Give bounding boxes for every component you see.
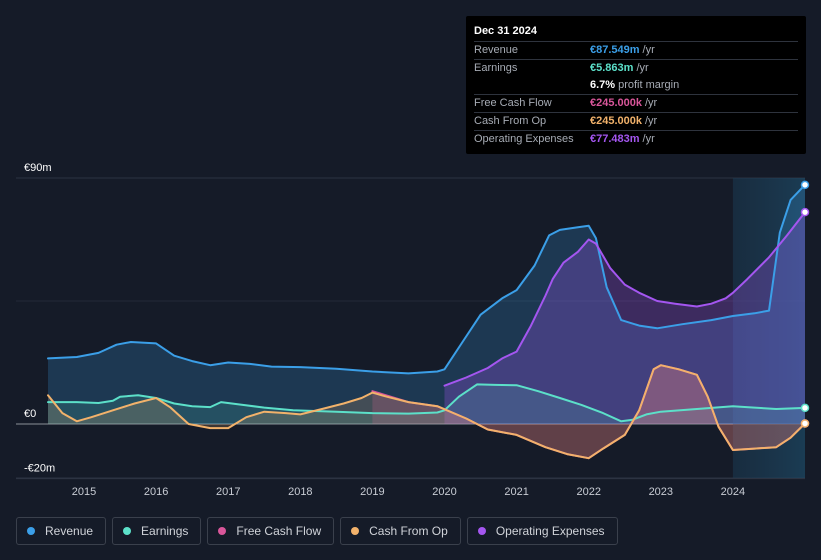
tooltip-row-label: Cash From Op [474,115,547,127]
financial-history-chart: €90m €0 -€20m 2015 2016 2017 2018 2019 2020 2021 2… [16,162,810,498]
legend-label: Revenue [45,524,94,538]
cash-from-op-area [48,365,805,459]
tooltip-row: Revenue €87.549m/yr [474,41,798,59]
tooltip-row-value: €5.863m [590,62,634,74]
earnings-line [47,383,806,423]
area-layer [48,184,805,459]
legend-item-operating-expenses[interactable]: Operating Expenses [466,517,618,545]
x-tick-label: 2019 [360,486,384,498]
free-cash-flow-area [372,365,805,459]
x-tick-label: 2016 [144,486,168,498]
legend-label: Cash From Op [369,524,448,538]
tooltip-row-unit: /yr [645,115,658,127]
tooltip-row-unit: /yr [642,133,655,145]
legend-dot-icon [218,527,227,535]
legend-dot-icon [351,527,360,535]
tooltip-date: Dec 31 2024 [474,25,537,37]
x-tick-label: 2021 [504,486,528,498]
legend-label: Operating Expenses [495,524,605,538]
operating-expenses-area [444,212,805,424]
legend-item-revenue[interactable]: Revenue [16,517,107,545]
legend-label: Earnings [141,524,189,538]
tooltip-row-unit: /yr [636,62,649,74]
legend-item-cash-from-op[interactable]: Cash From Op [340,517,461,545]
line-layer [47,183,806,460]
tooltip-row: Operating Expenses €77.483m/yr [474,130,798,148]
chart-legend: Revenue Earnings Free Cash Flow Cash From O… [16,517,624,545]
tooltip-row-unit: profit margin [618,79,680,91]
legend-dot-icon [477,527,486,535]
revenue-end-marker [800,180,810,190]
tooltip-row-unit: /yr [642,44,655,56]
y-tick-label: €90m [24,162,52,174]
x-tick-label: 2023 [649,486,673,498]
earnings-end-marker [800,403,810,413]
tooltip-row: Free Cash Flow €245.000k/yr [474,94,798,112]
tooltip-row-unit: /yr [645,97,658,109]
y-tick-label: -€20m [24,463,55,475]
x-tick-label: 2015 [72,486,96,498]
x-tick-label: 2017 [216,486,240,498]
legend-label: Free Cash Flow [236,524,322,538]
operating-expenses-line [443,211,806,387]
data-tooltip: Dec 31 2024 Revenue €87.549m/yr Earnings €5… [466,16,806,154]
legend-item-earnings[interactable]: Earnings [112,517,202,545]
tooltip-row-label: Earnings [474,62,518,74]
tooltip-row: Cash From Op €245.000k/yr [474,112,798,130]
x-tick-label: 2018 [288,486,312,498]
tooltip-row-value: €245.000k [590,97,642,109]
operating-expenses-end-marker [800,207,810,217]
tooltip-row: 6.7% profit margin [474,77,798,94]
tooltip-rows: Revenue €87.549m/yr Earnings €5.863m/yr 6.7%… [474,41,798,148]
tooltip-row-value: €77.483m [590,133,640,145]
tooltip-row-value: €245.000k [590,115,642,127]
earnings-area [48,384,805,424]
tooltip-row-value: €87.549m [590,44,640,56]
tooltip-row: Earnings €5.863m/yr [474,59,798,77]
grid-layer [16,177,805,480]
legend-item-free-cash-flow[interactable]: Free Cash Flow [207,517,335,545]
axis-layer: €90m €0 -€20m 2015 2016 2017 2018 2019 2020 2021 2… [24,162,745,498]
tooltip-row-label: Free Cash Flow [474,97,552,109]
tooltip-row-label: Revenue [474,44,519,56]
x-tick-label: 2020 [432,486,456,498]
cash-from-op-line [47,364,806,460]
y-tick-label: €0 [24,408,36,420]
revenue-line [47,183,806,375]
legend-dot-icon [27,527,35,535]
legend-dot-icon [123,527,132,535]
tooltip-row-value: 6.7% [590,79,616,91]
tooltip-row-label [474,77,590,94]
revenue-area [48,184,805,424]
x-tick-label: 2022 [576,486,600,498]
x-tick-label: 2024 [721,486,745,498]
marker-layer [800,180,810,428]
tooltip-row-label: Operating Expenses [474,133,574,145]
cash-from-op-end-marker [800,419,810,428]
